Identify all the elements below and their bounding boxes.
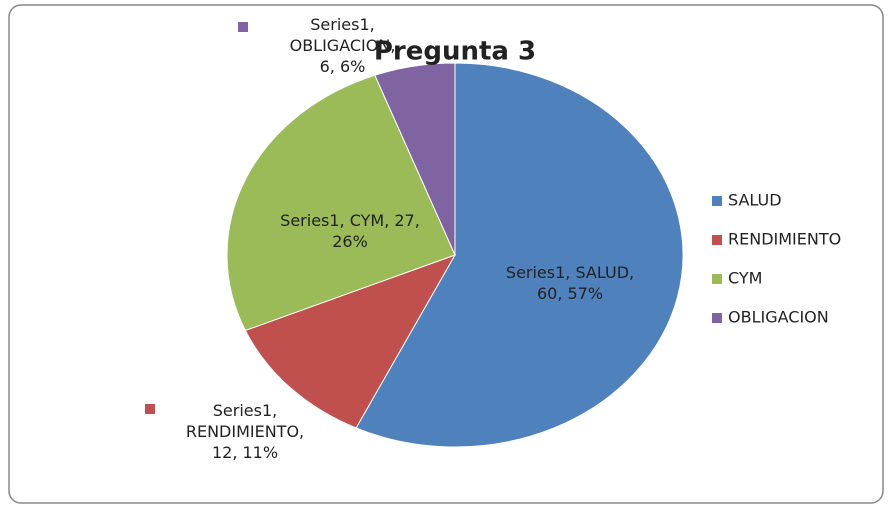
legend-swatch <box>712 196 722 206</box>
label-key <box>145 404 155 414</box>
legend-swatch <box>712 313 722 323</box>
pie-slice <box>374 62 456 256</box>
data-label: Series1, RENDIMIENTO, 12, 11% <box>185 401 305 462</box>
legend-label: SALUD <box>728 191 782 210</box>
legend-swatch <box>712 235 722 245</box>
legend-label: RENDIMIENTO <box>728 230 841 249</box>
data-label: Series1, OBLIGACION, 6, 6% <box>289 15 396 76</box>
label-key <box>238 22 248 32</box>
label-key <box>258 213 268 223</box>
data-label: Series1, SALUD, 60, 57% <box>505 263 635 303</box>
pie-slice <box>244 254 457 429</box>
legend-label: CYM <box>728 269 762 288</box>
legend-label: OBLIGACION <box>728 308 829 327</box>
pie-slice <box>226 74 456 332</box>
label-key <box>487 265 497 275</box>
chart-title: Pregunta 3 <box>374 37 536 67</box>
data-label: Series1, CYM, 27, 26% <box>280 211 420 251</box>
legend-swatch <box>712 274 722 284</box>
pie-slice <box>355 62 684 448</box>
